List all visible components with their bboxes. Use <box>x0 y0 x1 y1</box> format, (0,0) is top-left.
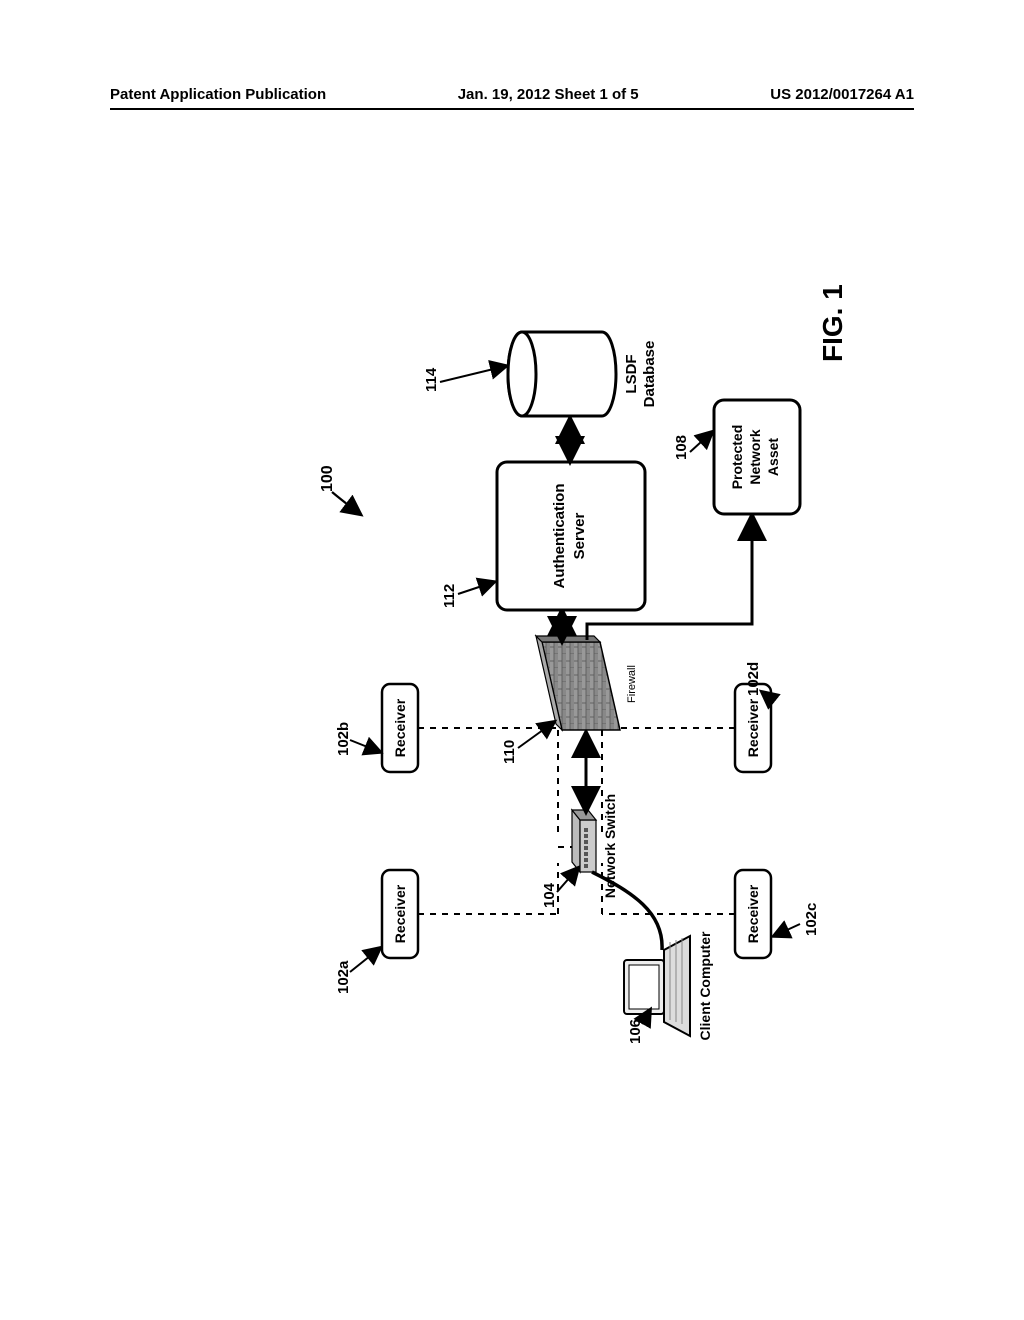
ref-102c: 102c <box>803 903 820 936</box>
ref-102a: 102a <box>335 960 352 994</box>
ref-110: 110 <box>501 740 518 764</box>
receiver-d-label: Receiver <box>745 698 761 757</box>
protected-asset-label-1: Protected <box>729 425 745 490</box>
figure-label: FIG. 1 <box>817 284 848 362</box>
ref-112: 112 <box>441 584 458 608</box>
ref-114: 114 <box>423 367 440 392</box>
ref-100: 100 <box>319 465 336 492</box>
ref-108: 108 <box>673 435 690 460</box>
auth-server-label-1: Authentication <box>551 484 568 589</box>
receiver-b-label: Receiver <box>392 698 408 757</box>
auth-server-label-2: Server <box>571 512 588 559</box>
diagram-canvas: Receiver Receiver Receiver Receiver Netw… <box>0 0 1024 1320</box>
receiver-c-label: Receiver <box>745 884 761 943</box>
database-node <box>508 332 616 416</box>
ref-102d: 102d <box>745 662 762 696</box>
ref-102b: 102b <box>335 722 352 756</box>
page: Patent Application Publication Jan. 19, … <box>0 0 1024 1320</box>
client-label: Client Computer <box>697 931 713 1040</box>
protected-asset-label-3: Asset <box>765 438 781 476</box>
ref-104: 104 <box>541 882 558 908</box>
protected-asset-label-2: Network <box>747 429 763 484</box>
database-label-2: Database <box>641 341 658 408</box>
network-switch-node <box>572 810 596 872</box>
receiver-a-label: Receiver <box>392 884 408 943</box>
database-label-1: LSDF <box>623 354 640 393</box>
firewall-label: Firewall <box>626 665 638 703</box>
ref-106: 106 <box>627 1019 644 1044</box>
firewall-node <box>536 636 620 730</box>
